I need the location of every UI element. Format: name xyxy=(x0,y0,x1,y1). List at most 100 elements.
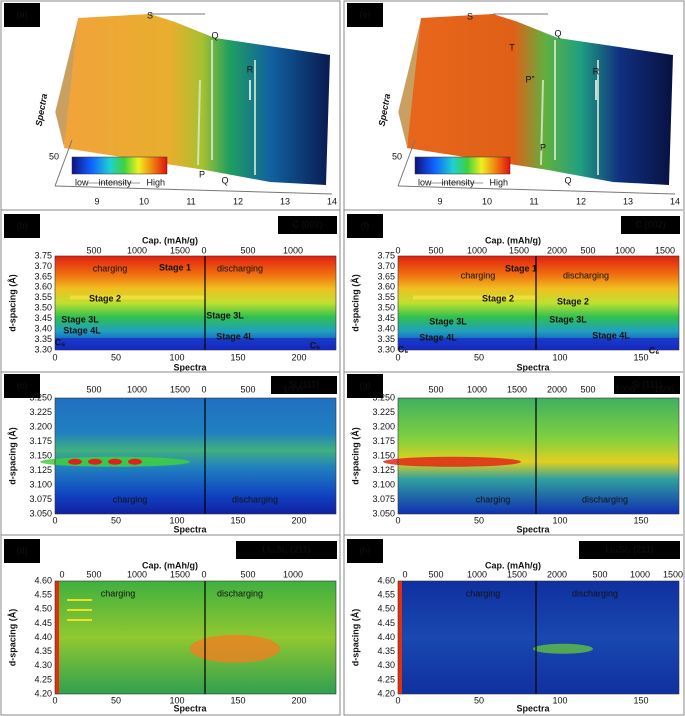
top-tick-label: 1000 xyxy=(630,569,650,579)
y-tick-label: 3.40 xyxy=(377,323,395,333)
x-tick-label: 150 xyxy=(230,695,245,705)
y-tick-label: 3.60 xyxy=(34,282,52,292)
y-tick-label: 4.50 xyxy=(34,604,52,614)
tag-box xyxy=(271,376,337,394)
heatmap xyxy=(55,256,336,350)
top-tick-label: 500 xyxy=(86,245,101,255)
top-tick-label: 500 xyxy=(592,569,607,579)
top-tick-label: 1000 xyxy=(467,569,487,579)
x-axis-title: Spectra xyxy=(516,524,550,534)
annotation: charging xyxy=(461,270,496,280)
x-tick-label: 150 xyxy=(633,515,648,525)
peak-marker: P” xyxy=(526,74,535,84)
y-tick-label: 3.250 xyxy=(29,392,52,402)
annotation: charging xyxy=(476,494,511,504)
x-tick-label: 100 xyxy=(169,695,184,705)
top-axis-title: Cap. (mAh/g) xyxy=(142,560,198,570)
y-tick-label: 3.55 xyxy=(34,292,52,302)
tag-label: Li₁₅Si₄ (211) xyxy=(262,544,310,554)
x-tick-label: 14 xyxy=(670,196,680,206)
edge-strip xyxy=(398,581,402,694)
peak-marker: P xyxy=(199,169,205,179)
annotation: charging xyxy=(113,494,148,504)
y-tick-label: 3.45 xyxy=(34,313,52,323)
heatmap xyxy=(398,398,679,514)
y-tick-label: 4.55 xyxy=(34,590,52,600)
panel-label-box xyxy=(347,3,383,27)
y-tick-label: 4.55 xyxy=(377,590,395,600)
axis-title: Spectra xyxy=(377,93,393,127)
y-tick-label: 4.30 xyxy=(377,660,395,670)
annotation: discharging xyxy=(217,263,263,273)
top-tick-label: 2000 xyxy=(547,569,567,579)
colorbar xyxy=(71,156,168,175)
x-tick-label: 11 xyxy=(186,196,195,206)
x-tick-label: 0 xyxy=(395,352,400,362)
y-tick-label: 3.60 xyxy=(377,282,395,292)
x-axis-title: Spectra xyxy=(173,524,207,534)
y-tick-label: 4.20 xyxy=(34,688,52,698)
y-tick-label: 3.40 xyxy=(34,323,52,333)
surface xyxy=(407,14,673,185)
x-tick-label: 200 xyxy=(291,695,306,705)
peak-marker: R xyxy=(593,66,600,76)
top-tick-label: 0 xyxy=(201,245,206,255)
top-axis-title: Cap. (mAh/g) xyxy=(485,235,541,245)
y-tick-label: 4.20 xyxy=(377,688,395,698)
tag-box xyxy=(278,216,337,234)
x-axis-title: Spectra xyxy=(516,362,550,372)
x-tick-label: 150 xyxy=(230,352,245,362)
x-tick-label: 100 xyxy=(169,515,184,525)
annotation: Stage 4L xyxy=(63,325,101,335)
y-tick-label: 3.65 xyxy=(377,271,395,281)
colorbar-label: High xyxy=(489,177,508,187)
annotation: charging xyxy=(466,588,501,598)
top-tick-label: 1000 xyxy=(127,245,147,255)
depth-tick-label: 50 xyxy=(49,151,59,161)
top-tick-label: 500 xyxy=(580,245,595,255)
y-tick-label: 3.65 xyxy=(34,271,52,281)
y-tick-label: 3.125 xyxy=(372,465,395,475)
plot-frame xyxy=(54,397,337,515)
x-tick-label: 10 xyxy=(482,196,492,206)
peak-marker: S xyxy=(467,11,473,21)
y-tick-label: 3.225 xyxy=(29,407,52,417)
x-tick-label: 200 xyxy=(291,352,306,362)
panel-label: (a) xyxy=(17,9,28,19)
tag-label: Si (111) xyxy=(632,379,662,389)
tag-box xyxy=(579,541,680,559)
peak-marker: Q xyxy=(221,175,228,185)
low-band xyxy=(55,338,336,350)
peak-marker: S xyxy=(147,10,153,20)
y-tick-label: 4.25 xyxy=(34,674,52,684)
x-tick-label: 14 xyxy=(327,196,337,206)
annotation: discharging xyxy=(217,588,263,598)
plot-frame xyxy=(397,580,680,695)
y-tick-label: 4.45 xyxy=(34,618,52,628)
y-tick-label: 4.25 xyxy=(377,674,395,684)
panel-label-box xyxy=(347,214,383,238)
top-tick-label: 500 xyxy=(428,569,443,579)
annotation: Stage 4L xyxy=(216,331,254,341)
top-tick-label: 500 xyxy=(240,245,255,255)
tag-label: C (002) xyxy=(635,219,665,229)
column-frame xyxy=(343,0,685,716)
y-tick-label: 3.175 xyxy=(29,436,52,446)
top-tick-label: 1500 xyxy=(507,384,527,394)
y-tick-label: 3.70 xyxy=(34,261,52,271)
x-tick-label: 150 xyxy=(633,352,648,362)
depth-tick-label: 50 xyxy=(392,151,402,161)
x-tick-label: 9 xyxy=(94,196,99,206)
y-tick-label: 4.30 xyxy=(34,660,52,670)
top-tick-label: 0 xyxy=(395,245,400,255)
floor-axis xyxy=(397,185,676,195)
plot-frame xyxy=(397,397,680,515)
heatmap xyxy=(55,398,336,514)
top-tick-label: 1500 xyxy=(509,245,529,255)
top-axis-title: Cap. (mAh/g) xyxy=(485,560,541,570)
peak-marker: Q xyxy=(564,175,571,185)
x-axis-title: Spectra xyxy=(516,703,550,713)
colorbar-label: low xyxy=(75,177,89,187)
top-tick-label: 500 xyxy=(86,384,101,394)
